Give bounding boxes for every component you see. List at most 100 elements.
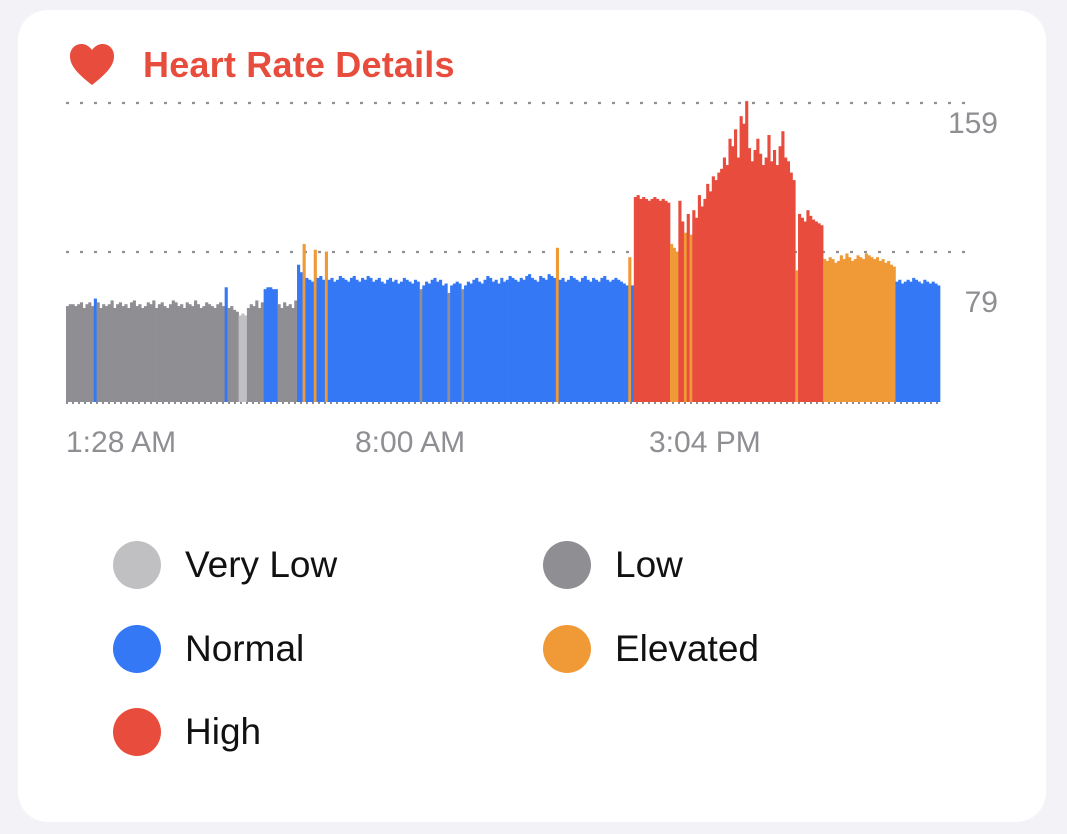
bar-low — [66, 306, 70, 402]
bar-normal — [438, 279, 443, 402]
bar-elevated — [873, 259, 877, 402]
bar-elevated — [850, 260, 855, 402]
bar-very_low — [244, 315, 248, 402]
bar-high — [686, 213, 690, 402]
bar-normal — [366, 276, 370, 402]
bar-normal — [539, 276, 543, 402]
bar-normal — [917, 281, 921, 402]
bar-low — [280, 307, 284, 402]
bar-normal — [631, 285, 635, 402]
bar-normal — [416, 281, 420, 402]
bar-normal — [594, 279, 598, 402]
bar-normal — [411, 283, 415, 402]
bar-normal — [383, 283, 387, 402]
bar-low — [258, 307, 262, 402]
bar-low — [99, 307, 103, 402]
bar-elevated — [864, 253, 868, 402]
bar-normal — [305, 277, 309, 402]
bar-normal — [614, 277, 618, 402]
bar-low — [196, 304, 200, 402]
bar-low — [96, 302, 100, 402]
legend-item-very-low: Very Low — [113, 540, 337, 590]
bar-normal — [608, 281, 612, 402]
bar-normal — [600, 277, 604, 402]
bar-high — [739, 116, 743, 402]
bar-low — [127, 307, 131, 402]
bar-normal — [536, 281, 540, 402]
bar-normal — [388, 277, 393, 402]
bar-low — [252, 306, 256, 402]
bar-low — [110, 300, 114, 402]
bar-elevated — [842, 259, 846, 402]
bar-high — [658, 200, 662, 402]
bar-normal — [310, 281, 315, 402]
card-title: Heart Rate Details — [143, 44, 455, 85]
bar-low — [249, 304, 253, 402]
bar-high — [692, 210, 696, 402]
bar-normal — [578, 281, 582, 402]
legend-swatch — [113, 708, 161, 756]
heart-rate-card: Heart Rate Details 159 79 1:28 AM 8:00 AM 3… — [18, 10, 1046, 822]
bar-normal — [441, 285, 445, 402]
bar-normal — [319, 276, 323, 402]
bar-high — [678, 200, 682, 402]
bar-normal — [430, 279, 434, 402]
bar-elevated — [834, 262, 838, 402]
bar-high — [650, 198, 654, 402]
x-tick-label: 8:00 AM — [355, 426, 465, 459]
bar-high — [725, 165, 729, 402]
bar-high — [750, 161, 754, 402]
bar-high — [820, 225, 824, 402]
bar-normal — [550, 276, 554, 402]
bar-high — [806, 210, 810, 402]
bar-normal — [926, 281, 930, 402]
bar-normal — [912, 277, 916, 402]
bar-low — [185, 302, 189, 402]
bar-low — [68, 304, 72, 402]
bar-high — [633, 197, 637, 402]
bar-normal — [427, 283, 431, 402]
legend-item-normal: Normal — [113, 624, 304, 674]
bar-high — [642, 197, 646, 402]
bar-high — [792, 180, 796, 402]
bar-low — [202, 306, 206, 402]
bar-normal — [516, 281, 521, 402]
bar-low — [227, 307, 231, 402]
bar-normal — [619, 281, 624, 402]
bar-low — [219, 302, 223, 402]
bar-high — [742, 123, 746, 402]
bar-elevated — [823, 259, 827, 402]
y-tick-label: 79 — [965, 286, 998, 319]
bar-normal — [369, 277, 373, 402]
bar-normal — [452, 283, 457, 402]
bar-high — [722, 157, 727, 402]
bar-normal — [561, 277, 565, 402]
bar-normal — [541, 277, 546, 402]
bar-normal — [355, 279, 359, 402]
bar-elevated — [884, 262, 888, 402]
bar-low — [166, 307, 170, 402]
bar-low — [118, 302, 123, 402]
bar-elevated — [839, 255, 843, 402]
bar-normal — [391, 281, 395, 402]
bar-normal — [458, 283, 462, 402]
bar-high — [809, 215, 813, 402]
bar-normal — [937, 285, 941, 402]
bar-low — [246, 307, 251, 402]
legend-item-low: Low — [543, 540, 683, 590]
legend-label: High — [185, 711, 262, 752]
bar-low — [174, 302, 178, 402]
bar-elevated — [845, 253, 849, 402]
bar-low — [221, 306, 225, 402]
heart-rate-chart: 159 79 1:28 AM 8:00 AM 3:04 PM — [66, 101, 998, 459]
bar-elevated — [672, 247, 676, 402]
bar-low — [135, 306, 139, 402]
bar-high — [786, 161, 791, 402]
chart-gridlines — [66, 101, 966, 254]
bar-low — [194, 300, 198, 402]
x-axis-labels: 1:28 AM 8:00 AM 3:04 PM — [66, 426, 761, 459]
bar-low — [152, 300, 156, 402]
bar-elevated — [867, 255, 871, 402]
bar-low — [235, 311, 239, 402]
bar-high — [700, 206, 704, 402]
